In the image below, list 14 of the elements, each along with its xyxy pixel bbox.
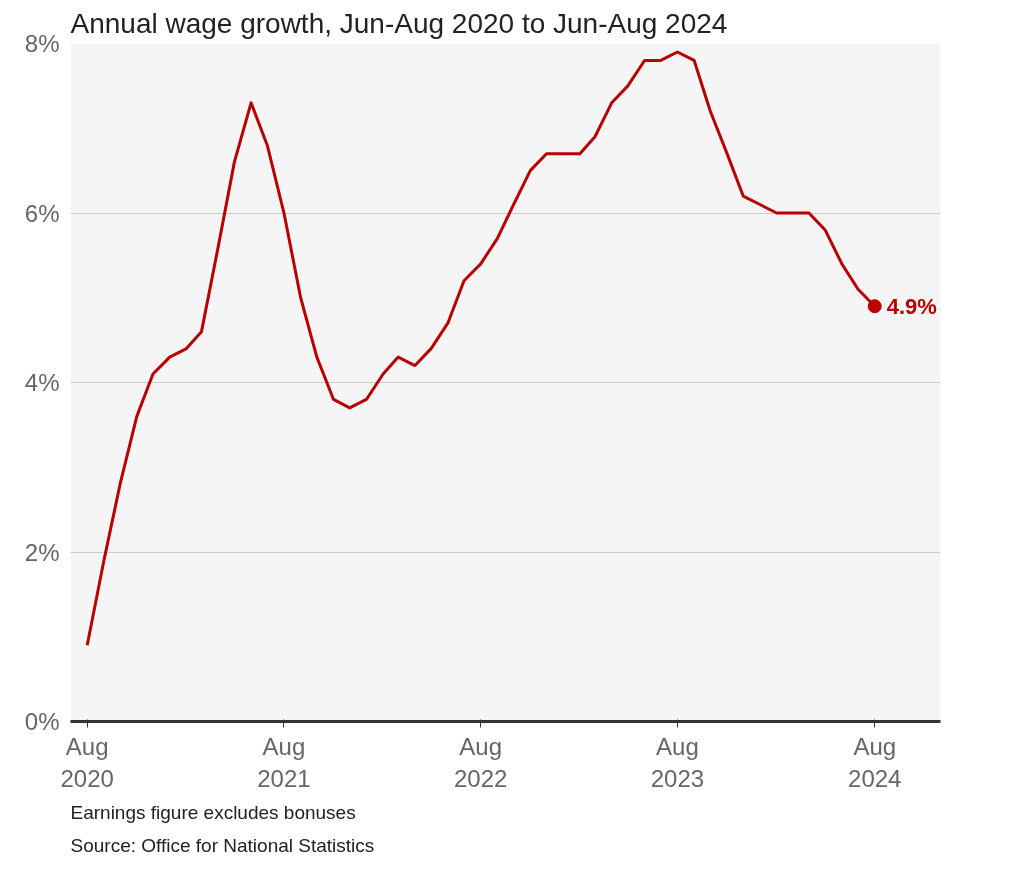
x-tick-label: Aug 2024 xyxy=(848,732,902,792)
x-tick-label: Aug 2021 xyxy=(257,732,311,792)
y-tick-label: 2% xyxy=(24,538,60,566)
y-tick-label: 0% xyxy=(24,708,60,735)
y-tick-label: 6% xyxy=(24,199,60,227)
y-tick-label: 4% xyxy=(24,369,60,396)
data-label: 4.9% xyxy=(886,293,937,319)
x-tick-label: Aug 2023 xyxy=(650,732,705,792)
y-tick-label: 8% xyxy=(24,30,60,57)
source-note: Source: Office for National Statistics xyxy=(70,834,375,856)
x-tick-label: Aug 2020 xyxy=(60,732,114,792)
chart-title: Annual wage growth, Jun-Aug 2020 to Jun-Aug 2024 xyxy=(70,7,728,39)
text: Earnings figure excludes bonuses xyxy=(70,801,356,823)
x-tick-label: Aug 2022 xyxy=(454,732,508,792)
